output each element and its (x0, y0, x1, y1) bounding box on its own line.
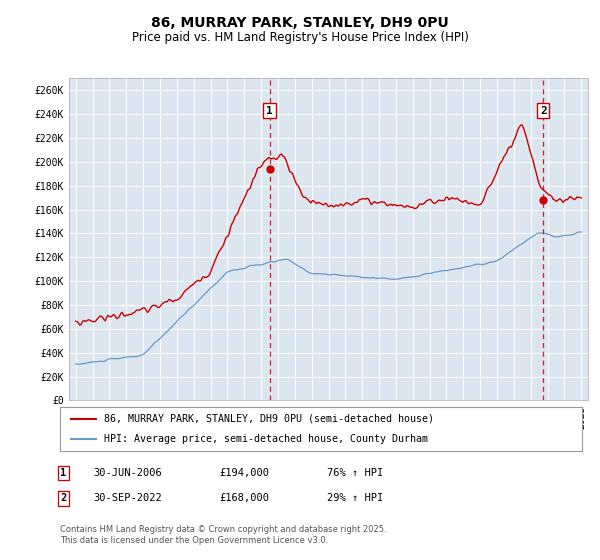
Text: 86, MURRAY PARK, STANLEY, DH9 0PU (semi-detached house): 86, MURRAY PARK, STANLEY, DH9 0PU (semi-… (104, 414, 434, 424)
Text: Price paid vs. HM Land Registry's House Price Index (HPI): Price paid vs. HM Land Registry's House … (131, 31, 469, 44)
Text: 86, MURRAY PARK, STANLEY, DH9 0PU: 86, MURRAY PARK, STANLEY, DH9 0PU (151, 16, 449, 30)
Text: 29% ↑ HPI: 29% ↑ HPI (327, 493, 383, 503)
Text: 30-SEP-2022: 30-SEP-2022 (93, 493, 162, 503)
Text: 2: 2 (540, 106, 547, 115)
Text: 76% ↑ HPI: 76% ↑ HPI (327, 468, 383, 478)
Text: Contains HM Land Registry data © Crown copyright and database right 2025.
This d: Contains HM Land Registry data © Crown c… (60, 525, 386, 545)
Text: 30-JUN-2006: 30-JUN-2006 (93, 468, 162, 478)
Text: 1: 1 (60, 468, 66, 478)
Text: 1: 1 (266, 106, 273, 115)
Text: £194,000: £194,000 (219, 468, 269, 478)
Text: 2: 2 (60, 493, 66, 503)
Text: HPI: Average price, semi-detached house, County Durham: HPI: Average price, semi-detached house,… (104, 434, 428, 444)
Text: £168,000: £168,000 (219, 493, 269, 503)
